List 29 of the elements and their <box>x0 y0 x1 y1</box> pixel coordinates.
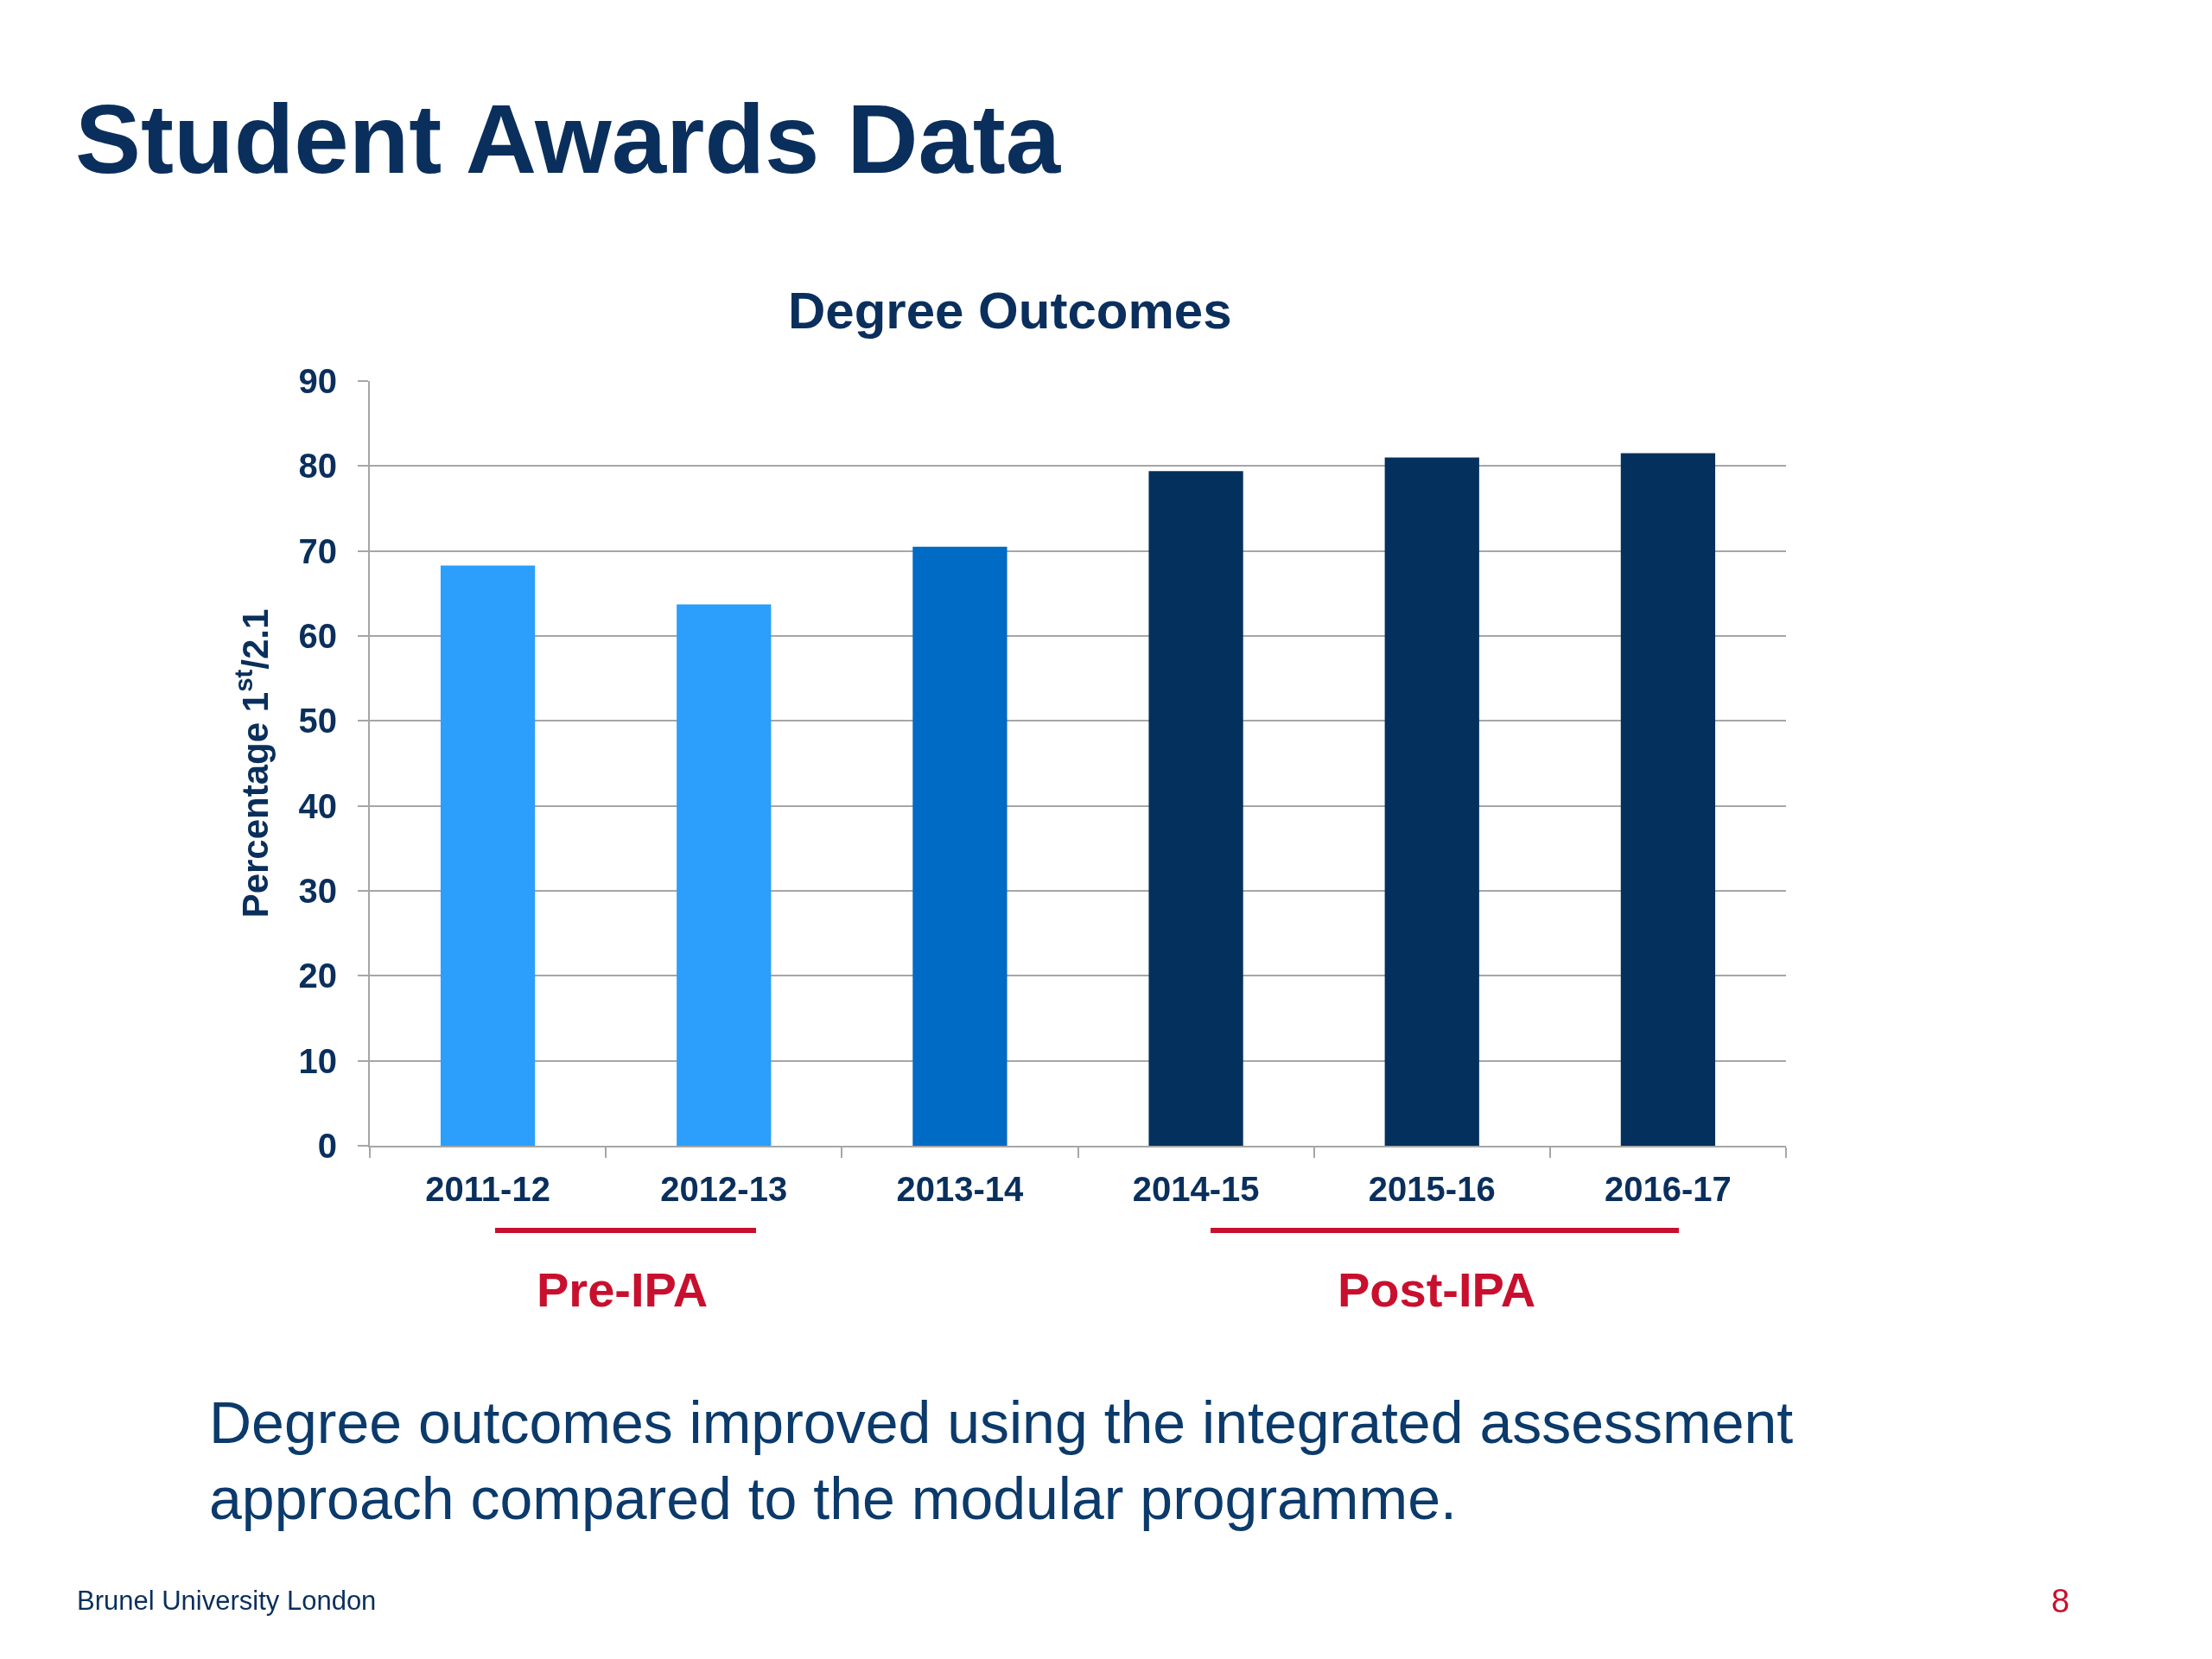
chart-title: Student Awards Data <box>75 83 1062 194</box>
x-tick-label: 2013-14 <box>896 1170 1025 1208</box>
chart-subtitle: Degree Outcomes <box>788 282 1232 340</box>
x-tick-label: 2015-16 <box>1368 1170 1496 1208</box>
y-tick-label: 80 <box>298 447 337 486</box>
bar <box>1620 453 1716 1146</box>
y-tick-label: 20 <box>298 957 337 995</box>
x-tick-label: 2014-15 <box>1132 1170 1260 1208</box>
y-tick-label: 0 <box>317 1127 337 1165</box>
y-tick-label: 60 <box>298 617 337 655</box>
x-tick-label: 2012-13 <box>660 1170 788 1208</box>
text: Degree outcomes improved using the integrated assessment approach compared to the modular programme. <box>209 1389 1794 1532</box>
text: 8 <box>2051 1583 2070 1619</box>
bar <box>440 565 536 1146</box>
y-tick-label: 50 <box>298 702 337 741</box>
x-tick-label: 2011-12 <box>425 1170 550 1208</box>
y-tick-label: 70 <box>298 531 337 570</box>
text: Post-IPA <box>1338 1262 1536 1317</box>
y-tick-label: 40 <box>298 786 337 825</box>
bar <box>677 604 772 1146</box>
bar <box>1384 457 1479 1146</box>
bar <box>912 546 1007 1146</box>
x-tick-label: 2016-17 <box>1605 1170 1732 1208</box>
text: Brunel University London <box>77 1586 377 1616</box>
y-tick-label: 10 <box>298 1041 337 1080</box>
bar <box>1148 471 1243 1146</box>
y-tick-label: 90 <box>298 362 337 400</box>
y-tick-label: 30 <box>298 872 337 910</box>
text: Pre-IPA <box>537 1262 709 1317</box>
